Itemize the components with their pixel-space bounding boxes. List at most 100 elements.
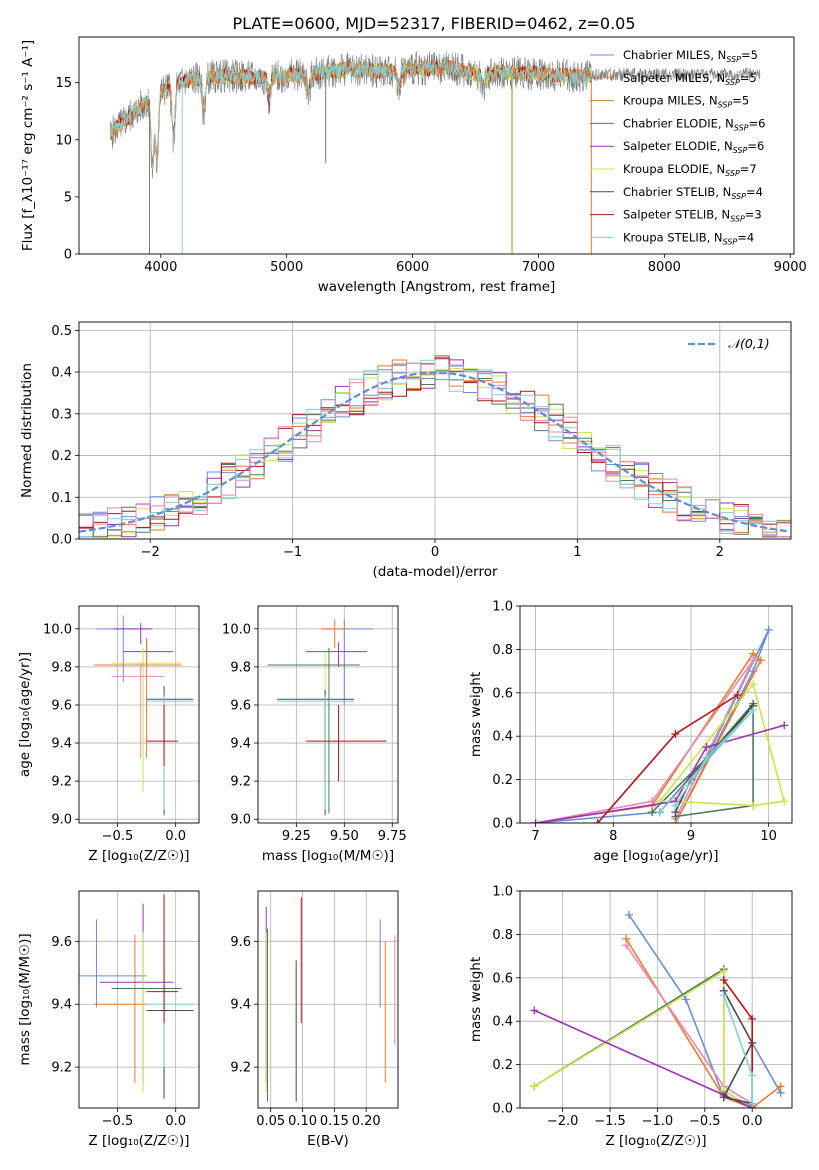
x-tick-label: 9.25 [282, 829, 311, 844]
x-tick-label: −1 [283, 545, 302, 560]
x-axis-label: (data-model)/error [372, 564, 498, 580]
x-tick-label: 9 [687, 829, 695, 844]
y-tick-label: 9.6 [51, 935, 72, 950]
plot-area-mass_vs_ebv [265, 897, 396, 1102]
plot-area-residuals [79, 355, 791, 538]
x-tick-label: −0.5 [102, 829, 134, 844]
legend-label: Salpeter STELIB, NSSP=3 [623, 208, 762, 224]
plot-area-age_vs_mass [267, 619, 387, 816]
weight-line [535, 659, 754, 823]
y-tick-label: 0.2 [51, 449, 72, 464]
weight-marker [702, 743, 711, 752]
y-tick-label: 10 [55, 133, 72, 148]
y-tick-label: 9.4 [230, 737, 251, 752]
weight-marker [530, 1006, 539, 1015]
y-tick-label: 9.2 [51, 1061, 72, 1076]
x-tick-label: 0.0 [165, 1114, 186, 1129]
weight-marker [764, 625, 773, 634]
y-tick-label: 0.4 [492, 1015, 513, 1030]
weight-marker [719, 991, 728, 1000]
histogram-step-line [79, 359, 791, 524]
y-tick-label: 10.0 [222, 622, 251, 637]
weight-line [651, 701, 754, 818]
x-tick-label: 0.05 [256, 1114, 285, 1129]
y-tick-label: 9.0 [51, 813, 72, 828]
x-tick-label: 2 [716, 545, 724, 560]
weight-marker [733, 690, 742, 699]
panel-mass_vs_Z: −0.5 0.0 9.2 9.4 9.6 Z [log₁₀(Z/Z☉)] mass [log… [17, 890, 200, 1149]
weight-line [722, 990, 754, 1105]
y-tick-label: 0.6 [492, 971, 513, 986]
gaussian-reference-curve [79, 371, 789, 533]
weight-marker [719, 1093, 728, 1102]
weight-marker [749, 706, 758, 715]
weight-marker [671, 801, 680, 810]
x-tick-label: 1 [573, 545, 581, 560]
axes-frame [257, 890, 399, 1109]
x-axis-label: Z [log₁₀(Z/Z☉)] [88, 848, 189, 864]
plot-area-weight_vs_age [531, 625, 789, 823]
weight-marker [702, 753, 711, 762]
y-tick-label: 1.0 [492, 885, 513, 900]
weight-marker [748, 1015, 757, 1024]
plot-area-mass_vs_Z [79, 894, 194, 1099]
y-tick-label: 9.8 [51, 660, 72, 675]
legend-label: Chabrier ELODIE, NSSP=6 [623, 116, 765, 132]
y-tick-label: 9.4 [51, 737, 72, 752]
x-tick-label: 4000 [144, 260, 177, 275]
x-axis-label: E(B-V) [307, 1133, 349, 1149]
x-axis-label: mass [log₁₀(M/M☉)] [262, 848, 394, 864]
y-tick-label: 0 [64, 248, 72, 263]
x-tick-label: −1.5 [594, 1114, 626, 1129]
y-axis-label: Normed distribution [19, 363, 35, 498]
weight-marker [530, 1082, 539, 1091]
plot-area-age_vs_Z [94, 615, 194, 816]
figure-title: PLATE=0600, MJD=52317, FIBERID=0462, z=0… [232, 14, 635, 33]
x-tick-label: −0.5 [102, 1114, 134, 1129]
legend-label: Kroupa STELIB, NSSP=4 [623, 230, 754, 246]
weight-marker [756, 656, 765, 665]
axes-frame [78, 605, 200, 824]
y-tick-label: 1.0 [492, 600, 513, 615]
legend-label: Salpeter ELODIE, NSSP=6 [623, 139, 764, 155]
x-tick-label: 0.15 [320, 1114, 349, 1129]
x-tick-label: 7 [531, 829, 539, 844]
weight-line [533, 969, 753, 1108]
y-tick-label: 9.6 [51, 698, 72, 713]
weight-marker [622, 941, 631, 950]
y-axis-label: mass weight [468, 672, 484, 757]
y-tick-label: 0.0 [492, 817, 513, 832]
y-tick-label: 0.5 [51, 324, 72, 339]
y-tick-label: 9.6 [230, 935, 251, 950]
x-tick-label: −2.0 [547, 1114, 579, 1129]
weight-marker [655, 808, 664, 817]
y-tick-label: 9.8 [230, 660, 251, 675]
weight-marker [749, 680, 758, 689]
y-tick-label: 9.2 [230, 1061, 251, 1076]
weight-line [533, 1009, 753, 1108]
y-tick-label: 0.6 [492, 686, 513, 701]
y-tick-label: 0.1 [51, 491, 72, 506]
x-tick-label: 8000 [648, 260, 681, 275]
weight-marker [749, 801, 758, 810]
y-tick-label: 0.4 [51, 366, 72, 381]
panel-weight_vs_Z: −2.0 −1.5 −1.0 −0.5 0.0 0.0 0.2 0.4 0.6 0.8 1.0 Z [… [468, 885, 793, 1149]
axes-frame [78, 36, 795, 255]
y-tick-label: 5 [64, 190, 72, 205]
y-tick-label: 9.0 [230, 813, 251, 828]
axes-frame [257, 605, 399, 824]
weight-marker [780, 721, 789, 730]
y-tick-label: 10.0 [43, 622, 72, 637]
weight-marker [624, 910, 633, 919]
legend-label: 𝒩(0,1) [728, 336, 770, 351]
weight-marker [719, 967, 728, 976]
y-tick-label: 9.4 [51, 998, 72, 1013]
x-tick-label: 10 [760, 829, 777, 844]
x-tick-label: 0.0 [165, 829, 186, 844]
legend-label: Kroupa ELODIE, NSSP=7 [623, 162, 757, 178]
x-tick-label: 9.75 [378, 829, 407, 844]
x-tick-label: 8 [609, 829, 617, 844]
y-tick-label: 9.2 [51, 775, 72, 790]
histogram-step-line [79, 364, 791, 538]
y-tick-label: 0.0 [51, 533, 72, 548]
